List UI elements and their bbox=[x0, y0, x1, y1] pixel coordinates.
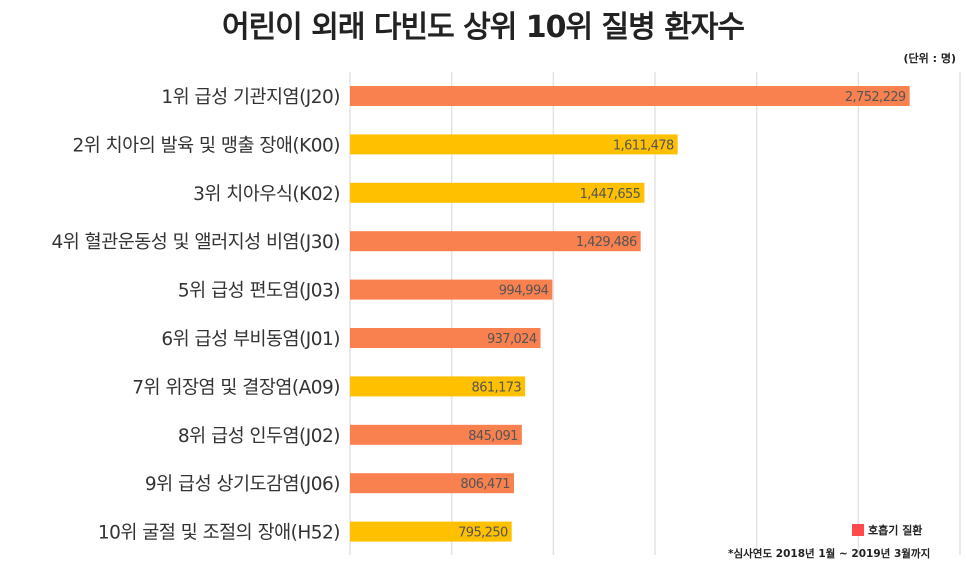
data-label: 1,429,486 bbox=[576, 235, 637, 250]
bar bbox=[350, 134, 678, 155]
bar bbox=[350, 424, 522, 445]
data-label: 806,471 bbox=[460, 477, 510, 492]
legend-label: 호흡기 질환 bbox=[868, 524, 923, 537]
category-label: 5위 급성 편도염(J03) bbox=[178, 281, 340, 302]
bar bbox=[350, 376, 526, 397]
category-label: 6위 급성 부비동염(J01) bbox=[161, 329, 340, 350]
data-label: 937,024 bbox=[487, 332, 537, 347]
footnote: *심사연도 2018년 1월 ~ 2019년 3월까지 bbox=[728, 548, 931, 560]
data-label: 2,752,229 bbox=[845, 90, 906, 105]
category-label: 3위 치아우식(K02) bbox=[193, 184, 340, 205]
data-label: 994,994 bbox=[499, 284, 549, 299]
category-label: 8위 급성 인두염(J02) bbox=[178, 426, 340, 447]
category-label: 10위 굴절 및 조절의 장애(H52) bbox=[98, 523, 340, 544]
category-label: 7위 위장염 및 결장염(A09) bbox=[132, 377, 340, 398]
legend: 호흡기 질환 bbox=[852, 522, 922, 538]
data-label: 861,173 bbox=[472, 380, 522, 395]
chart-title: 어린이 외래 다빈도 상위 10위 질병 환자수 bbox=[221, 10, 745, 45]
category-label: 9위 급성 상기도감염(J06) bbox=[145, 474, 340, 495]
data-label: 845,091 bbox=[468, 429, 518, 444]
bar bbox=[350, 86, 910, 106]
bar bbox=[350, 182, 645, 203]
bar bbox=[350, 279, 553, 300]
category-label: 1위 급성 기관지염(J20) bbox=[161, 87, 340, 108]
bar bbox=[350, 473, 514, 494]
unit-label: (단위 : 명) bbox=[903, 52, 956, 65]
bar bbox=[350, 521, 512, 542]
data-label: 1,447,655 bbox=[580, 187, 641, 202]
legend-swatch bbox=[852, 524, 864, 536]
bar bbox=[350, 231, 641, 252]
bar bbox=[350, 328, 541, 348]
data-label: 795,250 bbox=[458, 526, 508, 541]
category-label: 4위 혈관운동성 및 앨러지성 비염(J30) bbox=[52, 232, 341, 253]
data-label: 1,611,478 bbox=[613, 138, 674, 153]
category-label: 2위 치아의 발육 및 맹출 장애(K00) bbox=[72, 135, 340, 156]
